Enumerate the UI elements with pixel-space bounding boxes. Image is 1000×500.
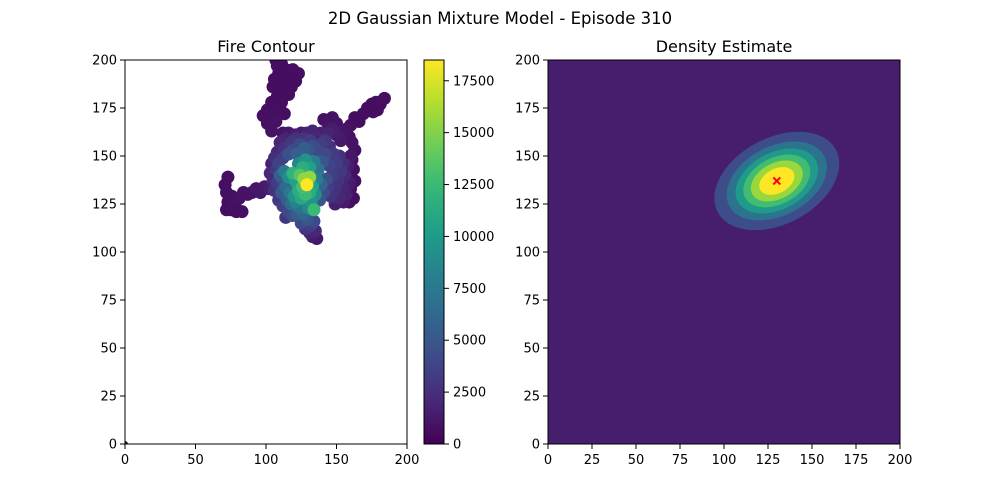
colorbar-tick-label: 7500 <box>453 282 486 297</box>
scatter-point <box>277 107 291 121</box>
x-tick-label: 150 <box>324 453 349 468</box>
y-tick-label: 175 <box>515 102 540 117</box>
mean-marker <box>772 176 782 186</box>
y-tick-label: 200 <box>515 54 540 69</box>
y-tick-label: 50 <box>100 342 117 357</box>
x-tick-label: 175 <box>844 453 869 468</box>
y-tick-label: 100 <box>515 246 540 261</box>
figure-title: 2D Gaussian Mixture Model - Episode 310 <box>328 9 672 28</box>
mean-marker-stroke <box>772 176 782 186</box>
scatter-point <box>291 66 305 80</box>
x-tick-label: 25 <box>584 453 601 468</box>
density-estimate-y-axis: 0 25 50 75 100 125 150 175 200 <box>515 54 548 453</box>
x-tick-label: 125 <box>756 453 781 468</box>
colorbar-tick-label: 12500 <box>453 178 494 193</box>
y-tick-label: 0 <box>532 438 540 453</box>
x-tick-label: 100 <box>712 453 737 468</box>
x-tick-label: 150 <box>800 453 825 468</box>
scatter-point <box>266 80 280 94</box>
y-tick-label: 25 <box>100 390 117 405</box>
x-tick-label: 200 <box>888 453 913 468</box>
x-tick-label: 100 <box>254 453 279 468</box>
colorbar: 0 2500 5000 7500 10000 12500 15000 17500 <box>423 59 494 453</box>
y-tick-label: 75 <box>100 294 117 309</box>
scatter-point <box>377 91 391 105</box>
scatter-points <box>125 60 391 444</box>
scatter-point <box>269 114 283 128</box>
fire-contour-x-axis: 0 50 100 150 200 <box>121 444 420 468</box>
scatter-point <box>366 105 380 119</box>
density-background <box>548 60 900 444</box>
x-tick-label: 0 <box>544 453 552 468</box>
colorbar-gradient <box>424 60 444 444</box>
colorbar-tick-label: 15000 <box>453 126 494 141</box>
colorbar-tick-label: 0 <box>453 438 461 453</box>
y-tick-label: 125 <box>515 198 540 213</box>
density-estimate-x-axis: 0 25 50 75 100 125 150 175 200 <box>544 444 913 468</box>
colorbar-tick-label: 2500 <box>453 386 486 401</box>
density-contours <box>548 60 900 444</box>
scatter-point <box>235 205 249 219</box>
y-tick-label: 200 <box>92 54 117 69</box>
y-tick-label: 25 <box>523 390 540 405</box>
y-tick-label: 50 <box>523 342 540 357</box>
hotspot-point <box>302 180 311 189</box>
scatter-point <box>307 203 321 217</box>
colorbar-tick-label: 10000 <box>453 230 494 245</box>
colorbar-frame <box>423 59 445 445</box>
y-tick-label: 125 <box>92 198 117 213</box>
scatter-point <box>125 441 128 444</box>
y-tick-label: 150 <box>92 150 117 165</box>
fire-contour-title: Fire Contour <box>217 37 315 56</box>
x-tick-label: 75 <box>672 453 689 468</box>
y-tick-label: 175 <box>92 102 117 117</box>
colorbar-tick-label: 17500 <box>453 74 494 89</box>
colorbar-tick-label: 5000 <box>453 334 486 349</box>
scatter-point <box>221 170 235 184</box>
scatter-point <box>282 88 296 102</box>
fire-contour-y-axis: 0 25 50 75 100 125 150 175 200 <box>92 54 125 453</box>
x-tick-label: 200 <box>395 453 420 468</box>
density-estimate-title: Density Estimate <box>656 37 793 56</box>
y-tick-label: 75 <box>523 294 540 309</box>
x-tick-label: 0 <box>121 453 129 468</box>
density-estimate-panel: Density Estimate 0 25 50 75 100 125 150 175 200 … <box>515 37 912 468</box>
y-tick-label: 100 <box>92 246 117 261</box>
y-tick-label: 0 <box>109 438 117 453</box>
fire-contour-panel: Fire Contour 0 50 100 150 200 0 25 50 75 100 125 1… <box>92 37 419 468</box>
x-tick-label: 50 <box>187 453 204 468</box>
y-tick-label: 150 <box>515 150 540 165</box>
colorbar-ticks: 0 2500 5000 7500 10000 12500 15000 17500 <box>444 74 494 453</box>
x-tick-label: 50 <box>628 453 645 468</box>
